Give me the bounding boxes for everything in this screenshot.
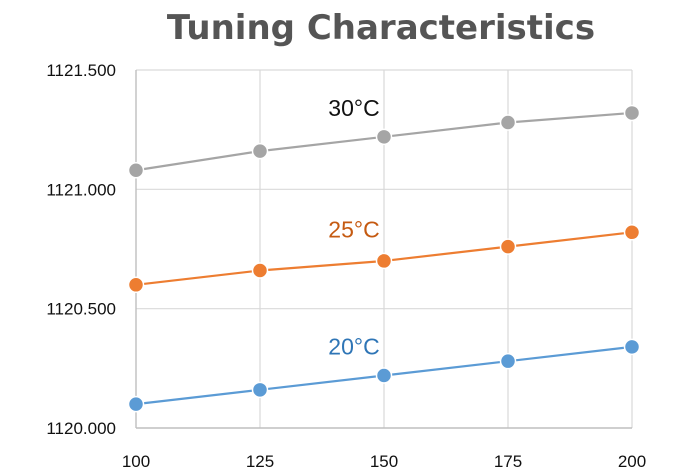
x-tick-label: 150: [370, 452, 398, 471]
y-axis-ticks: 1120.000 1120.500 1121.000 1121.500: [46, 61, 116, 438]
data-point: [251, 262, 269, 279]
x-tick-label: 200: [618, 452, 646, 471]
data-point: [251, 142, 269, 160]
series-label: 20°C: [328, 334, 379, 360]
data-point: [251, 381, 269, 399]
data-point: [499, 114, 517, 131]
axes: [135, 70, 632, 429]
data-point: [623, 338, 641, 356]
y-tick-label: 1121.500: [46, 61, 116, 80]
chart-title: Tuning Characteristics: [167, 8, 595, 48]
data-point: [499, 238, 517, 255]
data-point: [375, 367, 393, 384]
data-point: [623, 224, 641, 241]
series-label: 25°C: [328, 217, 379, 243]
data-point: [127, 276, 145, 294]
x-tick-label: 100: [122, 452, 150, 471]
x-tick-label: 125: [246, 452, 274, 471]
series-labels: 30°C 25°C 20°C: [328, 95, 379, 360]
x-tick-label: 175: [494, 452, 522, 471]
data-point: [375, 252, 393, 270]
series-label: 30°C: [328, 95, 379, 121]
data-point: [499, 352, 517, 370]
y-tick-label: 1121.000: [46, 180, 116, 199]
x-axis-ticks: 100 125 150 175 200: [122, 452, 646, 471]
data-point: [623, 104, 641, 122]
y-tick-label: 1120.000: [46, 419, 116, 438]
data-point: [375, 128, 393, 146]
data-point: [127, 395, 145, 413]
y-tick-label: 1120.500: [46, 300, 116, 319]
series: [127, 104, 641, 413]
data-point: [127, 161, 145, 179]
